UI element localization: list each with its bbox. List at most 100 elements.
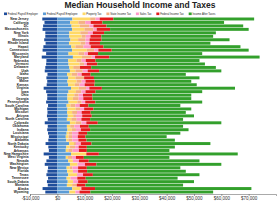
bar-segment <box>57 35 69 38</box>
bar-segment <box>72 135 78 138</box>
legend-label: State Income Tax <box>110 12 131 16</box>
bar-segment <box>57 59 68 62</box>
bar-segment <box>102 87 235 90</box>
bar-segment <box>70 163 78 166</box>
bar-segment <box>57 184 67 187</box>
bar-segment <box>70 125 74 128</box>
bar-segment <box>57 142 69 145</box>
bar-segment <box>70 69 75 72</box>
bar-segment <box>80 31 88 34</box>
bar-segment <box>78 52 84 55</box>
bar-segment <box>47 107 57 110</box>
bar-segment <box>91 45 104 48</box>
bar-segment <box>48 132 57 135</box>
bar-segment <box>82 35 86 38</box>
bar-segment <box>46 59 57 62</box>
bar-segment <box>104 31 216 34</box>
bar-segment <box>57 170 58 173</box>
bar-segment <box>47 180 57 183</box>
bar-segment <box>90 38 102 41</box>
bar-segment <box>47 83 58 86</box>
legend-swatch <box>106 13 109 16</box>
bar-segment <box>87 63 97 66</box>
bar-segment <box>92 94 191 97</box>
bar-segment <box>57 104 66 107</box>
bar-segment <box>84 52 88 55</box>
series <box>66 18 90 194</box>
bar-segment <box>80 24 90 27</box>
bar-segment <box>70 21 78 24</box>
bar-segment <box>75 83 80 86</box>
bar-segment <box>48 166 57 169</box>
bar-segment <box>89 42 100 45</box>
bar-segment <box>81 118 90 121</box>
bar-segment <box>57 87 71 90</box>
bar-segment <box>57 45 71 48</box>
bar-segment <box>48 177 57 180</box>
bar-segment <box>98 49 111 52</box>
bar-segment <box>57 83 68 86</box>
bar-segment <box>44 152 58 155</box>
bar-segment <box>96 59 200 62</box>
bar-segment <box>46 101 57 104</box>
bar-segment <box>57 173 68 176</box>
bar-segment <box>57 66 58 69</box>
bar-segment <box>77 118 82 121</box>
bar-segment <box>97 63 205 66</box>
bar-segment <box>48 118 58 121</box>
bar-segment <box>87 49 95 52</box>
bar-segment <box>75 45 83 48</box>
bar-segment <box>98 121 222 124</box>
bar-segment <box>67 128 71 131</box>
bar-segment <box>69 142 74 145</box>
bar-segment <box>69 52 79 55</box>
bar-segment <box>57 156 65 159</box>
bar-segment <box>82 59 86 62</box>
bar-segment <box>45 69 58 72</box>
bar-segment <box>57 111 67 114</box>
bar-segment <box>46 76 57 79</box>
bar-segment <box>95 83 197 86</box>
bar-segment <box>71 118 76 121</box>
bar-segment <box>84 107 93 110</box>
bar-segment <box>67 111 72 114</box>
bar-segment <box>70 38 78 41</box>
bar-segment <box>67 125 70 128</box>
bar-segment <box>67 104 71 107</box>
bar-segment <box>57 114 67 117</box>
bar-segment <box>67 107 75 110</box>
bar-segment <box>95 187 251 190</box>
bar-segment <box>68 139 72 142</box>
bar-segment <box>57 191 69 194</box>
bar-segment <box>69 135 73 138</box>
bar-segment <box>75 107 80 110</box>
bar-segment <box>57 187 58 190</box>
bar-segment <box>82 101 86 104</box>
bar-segment <box>86 87 89 90</box>
bar-segment <box>78 170 87 173</box>
series <box>84 18 260 194</box>
bar-segment <box>75 76 84 79</box>
bar-segment <box>99 152 238 155</box>
bar-segment <box>44 21 57 24</box>
bar-segment <box>45 163 58 166</box>
legend-swatch <box>189 13 192 16</box>
bar-segment <box>96 90 203 93</box>
bar-segment <box>72 166 78 169</box>
bar-segment <box>68 76 75 79</box>
bar-segment <box>87 149 170 152</box>
bar-segment <box>76 80 81 83</box>
bar-segment <box>84 45 91 48</box>
bar-segment <box>57 63 68 66</box>
bar-segment <box>84 76 94 79</box>
bar-segment <box>43 24 57 27</box>
bar-segment <box>84 28 93 31</box>
bar-segment <box>71 45 75 48</box>
bar-segment <box>100 42 210 45</box>
tick: -$10,000 <box>22 194 40 201</box>
axis-line <box>31 195 277 197</box>
bar-segment <box>43 49 58 52</box>
legend-label: Federal Payroll Employee <box>47 12 78 16</box>
bar-segment <box>57 152 58 155</box>
legend-item: Property Tax <box>83 12 102 16</box>
